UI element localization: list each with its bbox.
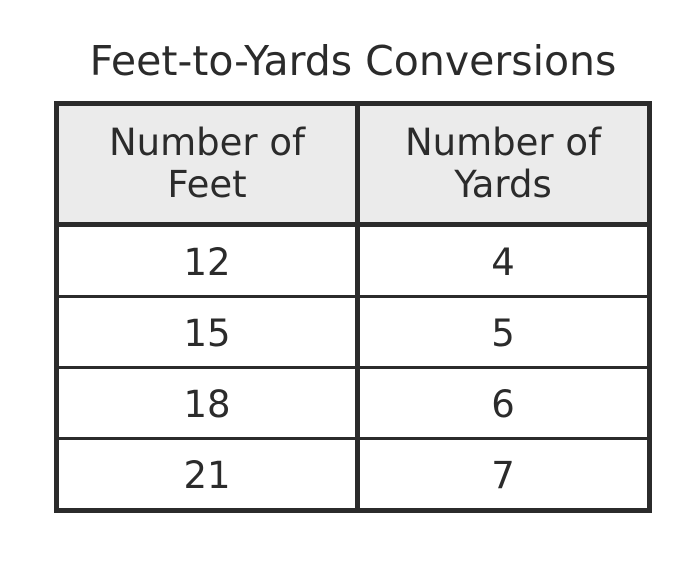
conversion-table: Number of Feet Number of Yards 12 4 15 5… <box>54 101 652 513</box>
row-divider <box>59 366 647 369</box>
cell-feet: 15 <box>183 311 231 355</box>
cell-feet: 12 <box>183 240 231 284</box>
row-divider <box>59 437 647 440</box>
table-row: 18 6 <box>59 369 647 439</box>
header-feet-line-2: Feet <box>167 163 247 206</box>
table-header: Number of Feet Number of Yards <box>59 106 647 227</box>
table-row: 12 4 <box>59 227 647 297</box>
table-row: 21 7 <box>59 440 647 510</box>
header-yards-line-2: Yards <box>454 163 552 206</box>
cell-yards: 5 <box>491 311 515 355</box>
row-divider <box>59 295 647 298</box>
table-row: 15 5 <box>59 298 647 368</box>
header-yards-line-1: Number of <box>404 121 602 164</box>
header-yards: Number of Yards <box>359 106 647 222</box>
cell-yards: 4 <box>491 240 515 284</box>
header-feet-line-1: Number of <box>108 121 306 164</box>
cell-yards: 6 <box>491 382 515 426</box>
cell-feet: 21 <box>183 453 231 497</box>
table-title: Feet-to-Yards Conversions <box>89 37 617 85</box>
cell-feet: 18 <box>183 382 231 426</box>
cell-yards: 7 <box>491 453 515 497</box>
column-divider <box>355 106 360 508</box>
header-feet: Number of Feet <box>59 106 355 222</box>
